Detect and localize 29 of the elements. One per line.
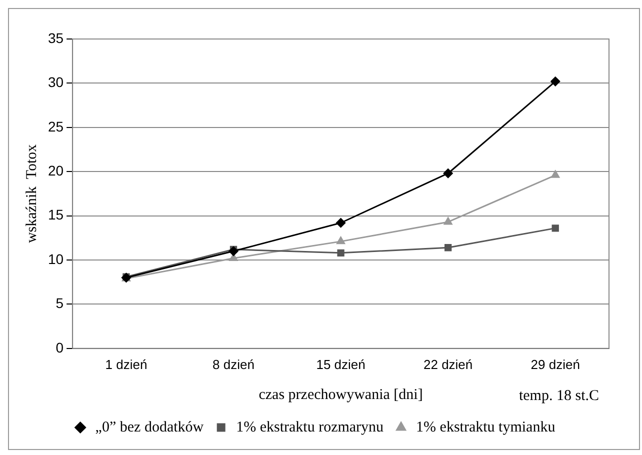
point bbox=[336, 236, 345, 244]
x-tick-label: 1 dzień bbox=[105, 356, 148, 372]
point bbox=[550, 76, 560, 86]
x-tick-label: 29 dzień bbox=[530, 356, 580, 372]
y-tick-label: 0 bbox=[56, 339, 64, 356]
y-tick-label: 35 bbox=[48, 30, 64, 46]
y-tick-label: 5 bbox=[56, 295, 64, 312]
legend-label: 1% ekstraktu tymianku bbox=[416, 419, 556, 436]
text: temp. 18 st.C bbox=[518, 388, 599, 404]
point bbox=[443, 168, 453, 178]
y-tick-label: 15 bbox=[48, 206, 64, 223]
x-tick-label: 22 dzień bbox=[423, 356, 473, 372]
legend-label: „0” bez dodatków bbox=[95, 419, 204, 436]
x-tick-label: 8 dzień bbox=[212, 356, 254, 372]
legend-label: 1% ekstraktu rozmarynu bbox=[236, 419, 384, 436]
point bbox=[228, 246, 238, 256]
y-tick-label: 25 bbox=[48, 118, 64, 134]
point bbox=[444, 217, 452, 225]
point bbox=[444, 244, 452, 252]
point bbox=[552, 224, 559, 232]
x-axis-title: czas przechowywania [dni] bbox=[258, 386, 423, 403]
y-tick-label: 30 bbox=[48, 74, 64, 90]
point bbox=[337, 249, 344, 257]
x-tick-label: 15 dzień bbox=[316, 356, 366, 372]
point bbox=[551, 170, 560, 178]
y-tick-label: 10 bbox=[48, 250, 64, 267]
y-axis-title: wskaźnik Totox bbox=[24, 144, 40, 244]
y-tick-label: 20 bbox=[48, 162, 64, 178]
point bbox=[336, 218, 346, 228]
